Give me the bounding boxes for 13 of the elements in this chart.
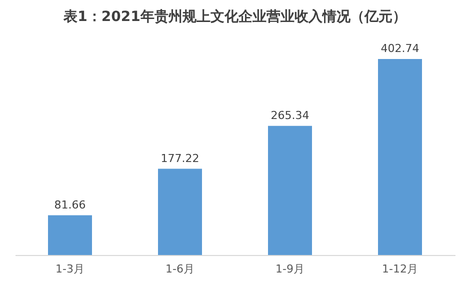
- data-label: 81.66: [54, 198, 86, 212]
- data-label: 402.74: [380, 42, 420, 55]
- bar: [378, 59, 422, 255]
- chart-title: 表1：2021年贵州规上文化企业营业收入情况（亿元）: [62, 8, 406, 25]
- data-label: 265.34: [270, 108, 310, 122]
- x-tick-label: 1-9月: [276, 262, 304, 276]
- x-tick-label: 1-12月: [382, 262, 418, 276]
- bar: [158, 168, 202, 255]
- data-label: 177.22: [160, 152, 200, 165]
- x-tick-label: 1-3月: [56, 262, 84, 276]
- bar: [268, 126, 312, 255]
- bar: [48, 215, 92, 255]
- x-tick-label: 1-6月: [166, 262, 194, 276]
